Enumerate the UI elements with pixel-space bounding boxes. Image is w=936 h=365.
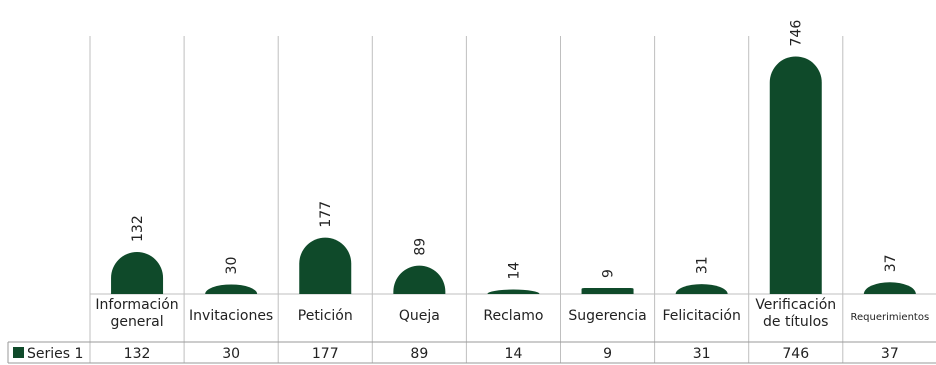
category-label: Verificación bbox=[755, 297, 836, 313]
table-value-cell: 89 bbox=[410, 346, 428, 362]
bars bbox=[111, 56, 916, 294]
category-label: Queja bbox=[399, 308, 440, 324]
data-label: 30 bbox=[224, 257, 240, 275]
bar bbox=[581, 288, 634, 294]
table-value-cell: 132 bbox=[124, 346, 151, 362]
data-label: 746 bbox=[789, 20, 805, 47]
legend-swatch bbox=[13, 347, 24, 358]
bar bbox=[675, 284, 728, 294]
legend-key-label: Series 1 bbox=[27, 346, 83, 362]
category-label: Requerimientos bbox=[851, 312, 930, 323]
data-label: 9 bbox=[601, 269, 617, 278]
bar bbox=[769, 56, 822, 294]
bar bbox=[205, 284, 258, 294]
bar bbox=[487, 289, 540, 294]
category-label: Petición bbox=[298, 308, 353, 324]
category-label: Información bbox=[95, 297, 178, 313]
table-value-cell: 31 bbox=[693, 346, 711, 362]
category-label: Reclamo bbox=[483, 308, 543, 324]
data-label: 31 bbox=[695, 256, 711, 274]
category-label: Felicitación bbox=[662, 308, 740, 324]
table-value-cell: 9 bbox=[603, 346, 612, 362]
data-label: 177 bbox=[318, 201, 334, 228]
category-label: de títulos bbox=[763, 314, 828, 330]
data-label: 14 bbox=[506, 262, 522, 280]
category-label: Invitaciones bbox=[189, 308, 273, 324]
bar bbox=[393, 265, 446, 294]
table-value-cell: 30 bbox=[222, 346, 240, 362]
table-value-cell: 37 bbox=[881, 346, 899, 362]
data-label: 89 bbox=[412, 238, 428, 256]
table-value-cell: 177 bbox=[312, 346, 339, 362]
data-labels: 132 30 177 89 14 9 31 746 37 bbox=[130, 20, 899, 280]
data-label: 37 bbox=[883, 254, 899, 272]
category-label: Sugerencia bbox=[568, 308, 646, 324]
category-label: general bbox=[110, 314, 163, 330]
bar bbox=[111, 251, 164, 294]
bar bbox=[299, 237, 352, 294]
bar bbox=[863, 282, 916, 294]
table-value-cell: 746 bbox=[782, 346, 809, 362]
table-value-cell: 14 bbox=[505, 346, 523, 362]
data-label: 132 bbox=[130, 215, 146, 242]
